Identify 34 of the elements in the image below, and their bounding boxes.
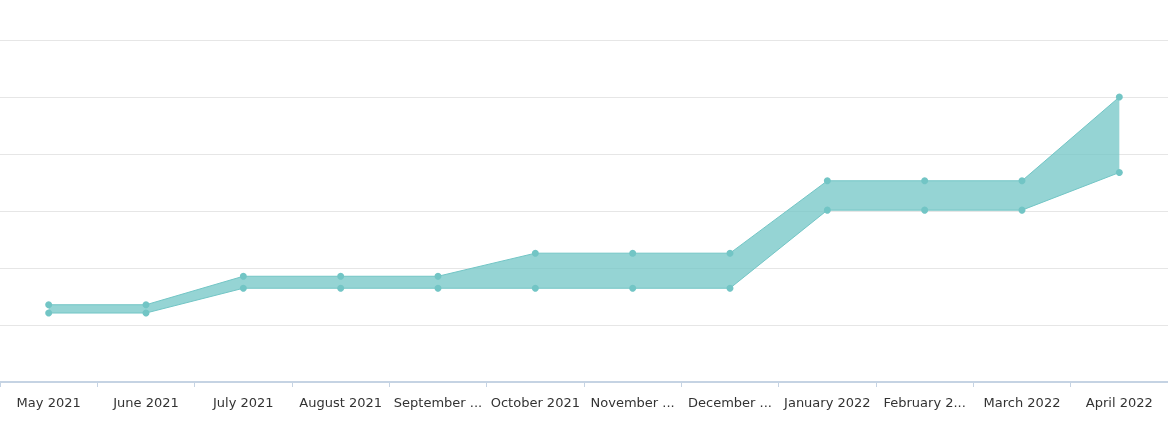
point	[434, 284, 442, 292]
x-tick-label: January 2022	[783, 395, 871, 410]
point	[45, 309, 53, 317]
x-tick-label: May 2021	[16, 395, 81, 410]
point	[921, 177, 929, 185]
x-tick-label: June 2021	[112, 395, 179, 410]
point	[45, 301, 53, 309]
point	[239, 284, 247, 292]
point	[629, 284, 637, 292]
point	[337, 272, 345, 280]
point	[1115, 93, 1123, 101]
point	[823, 206, 831, 214]
x-tick-label: March 2022	[983, 395, 1061, 410]
point	[142, 301, 150, 309]
point	[921, 206, 929, 214]
point	[726, 284, 734, 292]
x-tick-label: December ...	[688, 395, 772, 410]
x-tick-label: February 2...	[883, 395, 966, 410]
x-tick-label: July 2021	[212, 395, 274, 410]
x-tick-label: September ...	[393, 395, 483, 410]
point	[337, 284, 345, 292]
x-tick-label: November ...	[590, 395, 675, 410]
x-tick-label: April 2022	[1085, 395, 1153, 410]
point	[434, 272, 442, 280]
point	[531, 249, 539, 257]
point	[629, 249, 637, 257]
x-tick-label: August 2021	[299, 395, 383, 410]
point	[1018, 177, 1026, 185]
point	[531, 284, 539, 292]
point	[1115, 169, 1123, 177]
point	[726, 249, 734, 257]
point	[823, 177, 831, 185]
x-tick-label: October 2021	[490, 395, 580, 410]
point	[239, 272, 247, 280]
